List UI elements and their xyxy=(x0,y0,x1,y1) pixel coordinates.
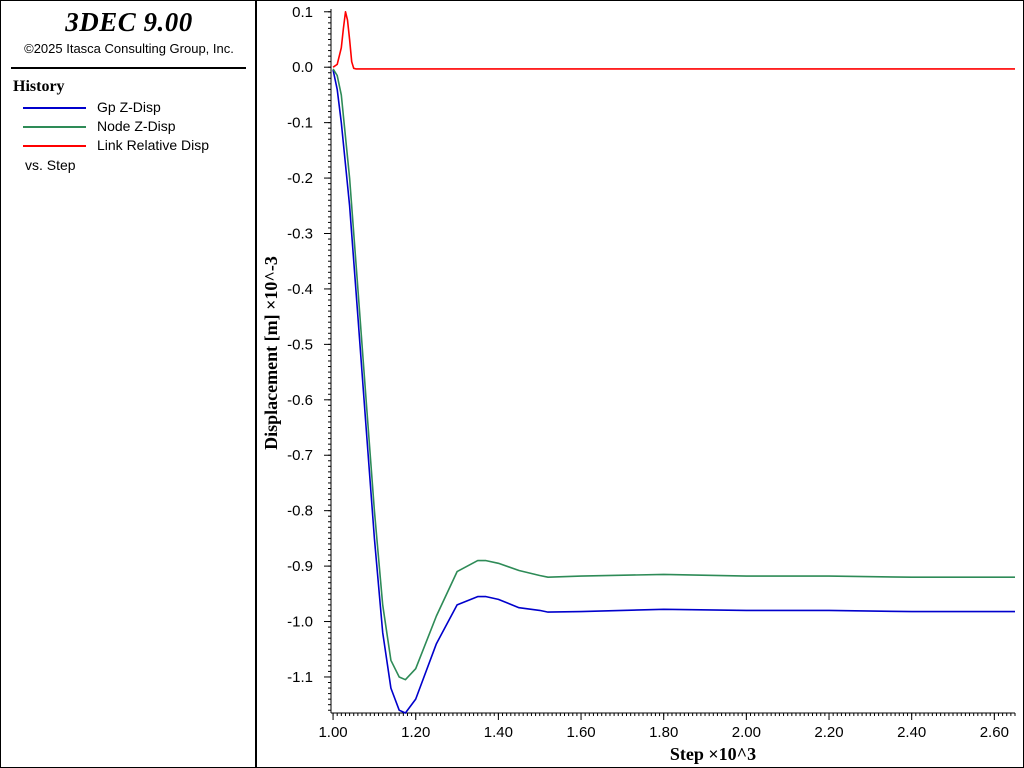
y-tick-label: -0.8 xyxy=(287,503,313,520)
x-tick-label: 1.40 xyxy=(484,724,513,741)
legend-x-variable: vs. Step xyxy=(25,157,76,173)
y-tick-label: -0.1 xyxy=(287,115,313,132)
legend-swatch-node-z-disp xyxy=(23,126,86,128)
y-tick-label: 0.1 xyxy=(292,4,313,21)
legend-swatch-gp-z-disp xyxy=(23,107,86,109)
y-axis-title: Displacement [m] ×10^-3 xyxy=(261,256,281,450)
history-chart: 0.1 0.0 -0.1 -0.2 -0.3 -0.4 -0.5 -0.6 -0.7 -0.8 -0… xyxy=(261,4,1016,764)
app-title: 3DEC 9.00 xyxy=(65,7,193,37)
series-line-link-relative-disp xyxy=(332,11,1015,70)
legend-item-node-z-disp: Node Z-Disp xyxy=(23,118,253,136)
y-tick-label: -0.2 xyxy=(287,170,313,187)
y-tick-label: -0.4 xyxy=(287,281,313,298)
x-tick-label: 1.20 xyxy=(401,724,430,741)
legend-label-node-z-disp: Node Z-Disp xyxy=(97,118,176,134)
legend-label-gp-z-disp: Gp Z-Disp xyxy=(97,99,161,115)
copyright-notice: ©2025 Itasca Consulting Group, Inc. xyxy=(24,41,234,56)
legend-heading: History xyxy=(13,78,65,95)
x-tick-label: 2.40 xyxy=(897,724,926,741)
y-tick-label: -0.3 xyxy=(287,226,313,243)
legend-item-link-relative-disp: Link Relative Disp xyxy=(23,137,253,155)
tick-labels: 0.1 0.0 -0.1 -0.2 -0.3 -0.4 -0.5 -0.6 -0.7 -0.8 -0… xyxy=(287,4,1009,741)
x-tick-label: 2.20 xyxy=(814,724,843,741)
y-tick-label: -0.5 xyxy=(287,336,313,353)
series-line-gp-z-disp xyxy=(332,69,1015,714)
legend-label-link-relative-disp: Link Relative Disp xyxy=(97,137,210,153)
legend-swatch-link-relative-disp xyxy=(23,145,86,147)
y-tick-label: -1.1 xyxy=(287,669,313,686)
x-tick-label: 1.00 xyxy=(318,724,347,741)
x-tick-label: 1.60 xyxy=(566,724,595,741)
y-tick-label: -0.9 xyxy=(287,558,313,575)
panel-divider xyxy=(11,67,246,69)
x-tick-label: 2.00 xyxy=(732,724,761,741)
legend-panel: 3DEC 9.00 ©2025 Itasca Consulting Group,… xyxy=(1,1,257,767)
y-tick-label: 0.0 xyxy=(292,59,313,76)
legend-item-gp-z-disp: Gp Z-Disp xyxy=(23,99,253,117)
y-tick-label: -0.6 xyxy=(287,392,313,409)
series-line-node-z-disp xyxy=(332,68,1015,681)
axes xyxy=(324,9,1016,720)
x-axis-title: Step ×10^3 xyxy=(670,744,756,764)
x-tick-label: 1.80 xyxy=(649,724,678,741)
y-tick-label: -0.7 xyxy=(287,447,313,464)
series-layer xyxy=(332,11,1015,714)
y-tick-label: -1.0 xyxy=(287,614,313,631)
x-tick-label: 2.60 xyxy=(980,724,1009,741)
